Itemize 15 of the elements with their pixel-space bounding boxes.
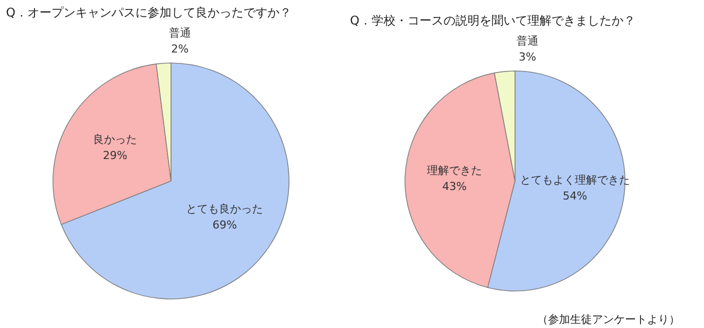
data-label: 3% (518, 50, 536, 64)
slice-label: 理解できた (427, 164, 482, 178)
slice-label: とてもよく理解できた (520, 174, 630, 187)
chart-title: Q．学校・コースの説明を聞いて理解できましたか？ (350, 14, 636, 28)
slice-label: とても良かった (186, 202, 264, 216)
text: （参加生徒アンケートより） (537, 313, 680, 326)
slice-label: 普通 (516, 34, 538, 48)
data-label: 43% (442, 180, 467, 194)
chart-title: Q．オープンキャンパスに参加して良かったですか？ (6, 5, 292, 20)
data-label: 54% (562, 190, 588, 203)
slice-label: 良かった (93, 132, 138, 146)
data-label: 2% (171, 42, 189, 56)
data-label: 29% (102, 148, 128, 162)
data-label: 69% (212, 218, 237, 232)
slice-label: 普通 (168, 26, 191, 40)
